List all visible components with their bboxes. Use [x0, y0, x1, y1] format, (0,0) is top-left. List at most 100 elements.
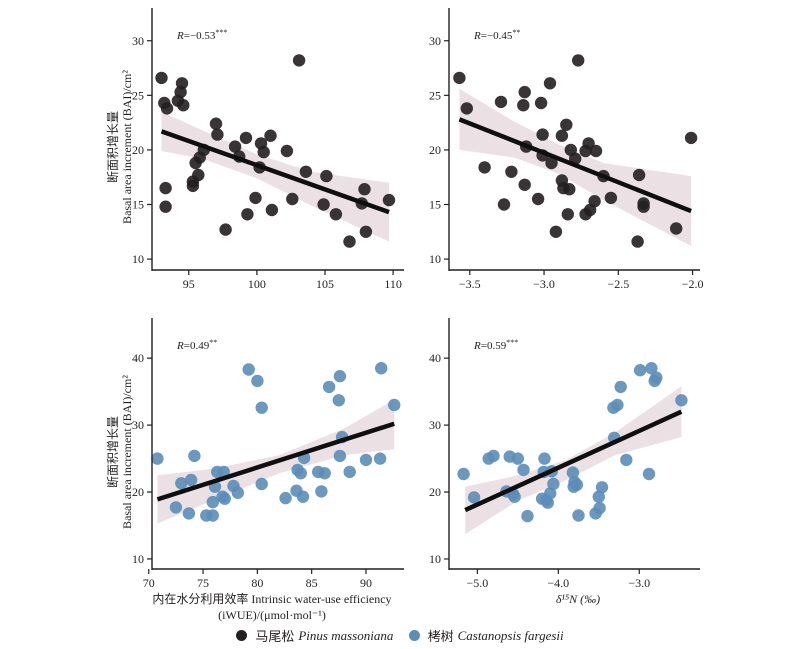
data-point: [561, 208, 574, 221]
legend-label-latin: Pinus massoniana: [298, 627, 394, 643]
y-tick-label: 25: [132, 88, 144, 102]
data-point: [478, 161, 491, 174]
x-axis-title-iwue-line2: (iWUE)/(μmol·mol⁻¹): [218, 608, 326, 622]
data-point: [175, 477, 188, 490]
data-point: [582, 137, 595, 150]
x-tick-label: −3.5: [459, 277, 481, 291]
data-point: [611, 398, 624, 412]
data-point: [642, 467, 656, 481]
data-point: [242, 363, 255, 376]
x-tick-label: −3.0: [628, 576, 650, 590]
y-tick-label: 20: [132, 143, 144, 157]
data-point: [159, 200, 172, 213]
confidence-band: [161, 111, 389, 242]
regression-line: [458, 117, 692, 214]
data-point: [292, 54, 306, 67]
data-point: [192, 168, 205, 182]
data-point: [593, 501, 606, 515]
legend-label-cn: 马尾松: [255, 629, 295, 644]
data-point: [589, 144, 603, 158]
data-point: [218, 492, 231, 505]
data-point: [206, 495, 219, 509]
data-point: [572, 509, 585, 522]
data-point: [518, 85, 531, 99]
legend-label-cn: 栲树: [427, 629, 454, 644]
data-point: [315, 485, 328, 498]
data-point: [333, 449, 347, 463]
data-point: [547, 477, 560, 491]
y-tick-label: 10: [429, 252, 441, 266]
data-point: [604, 191, 618, 205]
legend: 马尾松 Pinus massoniana 栲树 Castanopsis farg…: [0, 626, 800, 645]
data-point: [280, 144, 294, 158]
regression-line: [464, 409, 683, 513]
data-point: [595, 481, 609, 494]
y-tick-label: 40: [132, 351, 144, 365]
data-point: [186, 179, 200, 193]
data-point: [160, 102, 174, 115]
data-point: [497, 198, 511, 211]
data-point: [155, 71, 168, 85]
data-point: [505, 165, 518, 178]
y-axis-title-cn: 断面积增长量: [105, 416, 120, 488]
correlation-annotation: R=−0.45**: [473, 28, 520, 42]
x-tick-label: 70: [143, 576, 155, 590]
data-point: [333, 370, 347, 383]
data-point: [382, 193, 396, 207]
x-tick-label: −3.0: [533, 277, 555, 291]
data-point: [494, 95, 508, 109]
data-point: [645, 362, 658, 375]
data-point: [211, 128, 224, 141]
legend-label-latin: Castanopsis fargesii: [457, 627, 564, 643]
data-point: [517, 99, 530, 112]
y-axis-title-en: Basal area increment (BAI)/cm²: [120, 375, 134, 529]
data-point: [322, 380, 336, 394]
data-point: [566, 466, 580, 479]
data-point: [632, 168, 646, 182]
y-axis-title-cn: 断面积增长量: [105, 111, 120, 183]
data-point: [536, 128, 549, 141]
data-point: [588, 195, 601, 208]
data-point: [549, 225, 563, 238]
data-point: [265, 203, 279, 217]
x-tick-label: 90: [360, 576, 372, 590]
correlation-annotation: R=0.59***: [473, 338, 518, 352]
data-point: [257, 145, 270, 159]
data-point: [543, 77, 557, 90]
data-point: [517, 463, 530, 477]
data-point: [637, 200, 650, 213]
y-tick-label: 30: [429, 34, 441, 48]
y-tick-label: 30: [132, 418, 144, 432]
data-point: [453, 71, 466, 85]
data-point: [675, 394, 688, 407]
data-point: [538, 452, 551, 465]
y-tick-label: 30: [132, 34, 144, 48]
data-point: [633, 364, 647, 377]
y-tick-label: 20: [429, 485, 441, 499]
x-tick-label: 75: [197, 576, 209, 590]
y-tick-label: 40: [429, 351, 441, 365]
data-point: [317, 198, 330, 211]
y-tick-label: 30: [429, 418, 441, 432]
data-point: [239, 131, 253, 145]
data-point: [555, 129, 569, 142]
data-point: [359, 225, 373, 238]
data-point: [373, 452, 387, 465]
x-tick-label: −2.5: [607, 277, 629, 291]
legend-marker-pinus-icon: [236, 630, 248, 641]
data-point: [614, 380, 627, 394]
data-point: [329, 208, 343, 221]
data-point: [670, 222, 683, 235]
correlation-annotation: R=0.49**: [176, 338, 217, 352]
data-point: [296, 490, 310, 503]
x-tick-label: 95: [183, 277, 195, 291]
y-tick-label: 10: [132, 252, 144, 266]
panel-bai-vs-d15n-pinus: 10 15 20 25 30 −3.5 −3.0 −2.5 −2.0 R=−0.45**: [429, 8, 703, 291]
panel-bai-vs-d15n-castanopsis: 10 20 30 40 −5.0 −4.0 −3.0 R=0.59***: [429, 318, 700, 590]
y-tick-label: 10: [429, 552, 441, 566]
data-point: [570, 478, 584, 491]
data-point: [188, 449, 201, 463]
data-point: [241, 208, 254, 221]
data-point: [592, 490, 605, 503]
